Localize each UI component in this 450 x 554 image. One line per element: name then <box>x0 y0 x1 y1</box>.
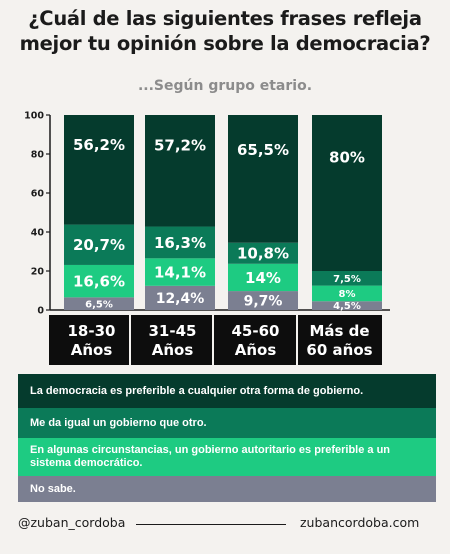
footer-divider <box>136 524 286 525</box>
bar-segment <box>64 224 134 265</box>
bar-segment <box>145 258 215 286</box>
x-tick-label: Años <box>235 341 277 359</box>
chart-subtitle: ...Según grupo etario. <box>137 78 313 94</box>
legend-item: La democracia es preferible a cualquier … <box>18 374 436 408</box>
bar-value-label: 20,7% <box>73 236 125 254</box>
x-tick-label: 18-30 <box>68 322 116 340</box>
chart-title: ¿Cuál de las siguientes frases refleja m… <box>0 6 450 56</box>
bar-value-label: 12,4% <box>156 291 205 307</box>
bar-segment <box>64 297 134 310</box>
x-tick-label: Más de <box>309 322 369 340</box>
bar-value-label: 57,2% <box>154 137 206 155</box>
bar-value-label: 56,2% <box>73 136 125 154</box>
x-tick-label: Años <box>71 341 113 359</box>
x-tick-label: 60 años <box>306 341 372 359</box>
bar-segment <box>228 263 298 292</box>
bar-value-label: 10,8% <box>237 245 289 263</box>
footer-site: zubancordoba.com <box>300 515 420 530</box>
y-tick-label: 40 <box>31 228 45 239</box>
y-tick-label: 100 <box>24 111 44 122</box>
y-tick-label: 20 <box>31 267 45 278</box>
bar-segment <box>228 115 298 243</box>
x-tick-label: 31-45 <box>149 322 197 340</box>
legend-item: En algunas circunstancias, un gobierno a… <box>18 438 436 476</box>
bar-value-label: 9,7% <box>244 294 283 310</box>
category-label-box <box>297 315 382 365</box>
x-tick-label: 45-60 <box>232 322 280 340</box>
bar-value-label: 16,6% <box>73 273 125 291</box>
bar-value-label: 7,5% <box>333 274 361 285</box>
bar-value-label: 6,5% <box>85 299 113 310</box>
bar-segment <box>312 271 382 286</box>
legend-item: Me da igual un gobierno que otro. <box>18 408 436 438</box>
bar-segment <box>228 291 298 310</box>
category-label-box <box>49 315 134 365</box>
bar-segment <box>145 285 215 310</box>
bar-segment <box>64 264 134 298</box>
stacked-bar-chart: 0204060801006,5%16,6%20,7%56,2%18-30Años… <box>24 111 390 365</box>
bar-segment <box>312 115 382 271</box>
legend-item-label: No sabe. <box>30 482 76 495</box>
x-tick-label: Años <box>152 341 194 359</box>
chart-title-line-1: ¿Cuál de las siguientes frases refleja <box>28 7 422 30</box>
bar-segment <box>312 301 382 310</box>
bar-segment <box>145 115 215 227</box>
legend-item-label: La democracia es preferible a cualquier … <box>30 384 364 397</box>
bar-segment <box>145 226 215 259</box>
y-tick-label: 0 <box>37 306 44 317</box>
bar-value-label: 8% <box>339 289 356 300</box>
bar-value-label: 14,1% <box>154 263 206 281</box>
y-tick-label: 60 <box>31 189 45 200</box>
category-label-box <box>213 315 298 365</box>
legend-item-label: Me da igual un gobierno que otro. <box>30 416 207 429</box>
y-tick-label: 80 <box>31 150 45 161</box>
bar-segment <box>228 242 298 264</box>
category-label-box <box>130 315 215 365</box>
bar-value-label: 65,5% <box>237 141 289 159</box>
bar-value-label: 14% <box>245 269 281 287</box>
bar-segment <box>312 285 382 302</box>
legend-item: No sabe. <box>18 476 436 502</box>
chart-title-line-2: mejor tu opinión sobre la democracia? <box>19 32 431 55</box>
footer-handle: @zuban_cordoba <box>18 515 126 530</box>
bar-value-label: 4,5% <box>333 301 361 312</box>
bar-value-label: 80% <box>329 149 365 167</box>
bar-segment <box>64 115 134 225</box>
bar-value-label: 16,3% <box>154 234 206 252</box>
legend-item-label: En algunas circunstancias, un gobierno a… <box>30 444 391 469</box>
